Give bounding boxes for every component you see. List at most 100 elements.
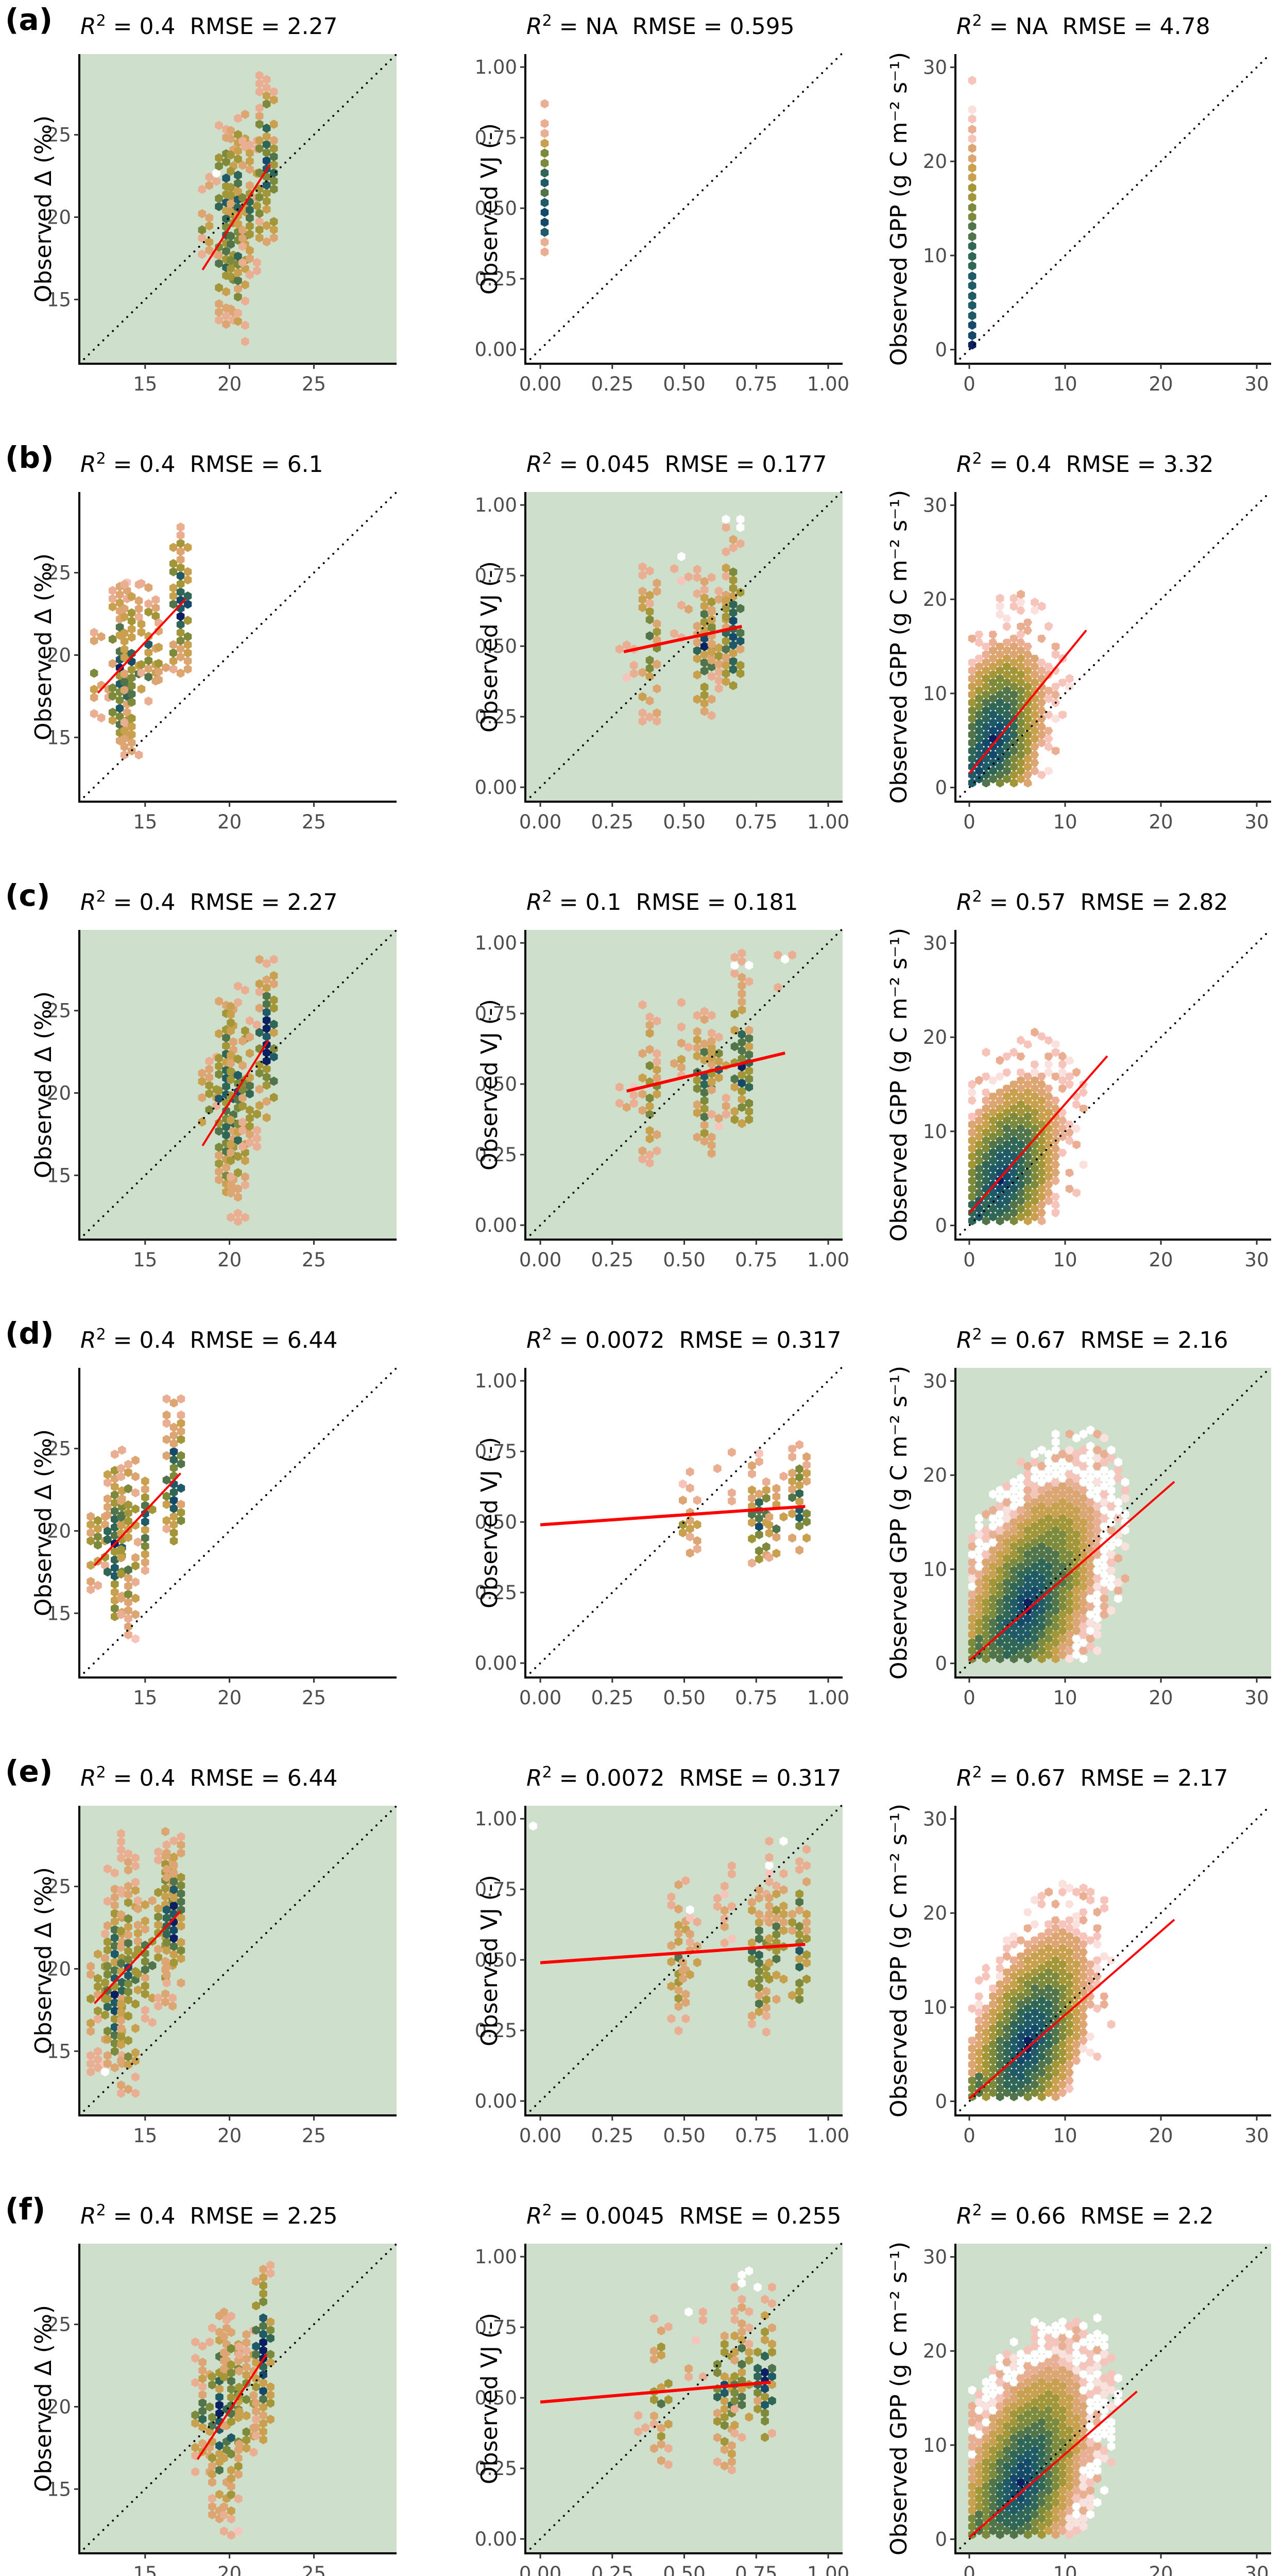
- x-tick-label: 0.25: [591, 2563, 634, 2576]
- hex-cell: [1009, 2465, 1018, 2475]
- hex-cell: [151, 603, 160, 613]
- hex-cell: [748, 2019, 756, 2029]
- hex-cell: [989, 1059, 997, 1069]
- hex-cell: [1031, 2446, 1039, 2455]
- hex-cell: [1023, 2345, 1032, 2355]
- hex-cell: [1086, 2413, 1094, 2423]
- hex-cell: [227, 2433, 235, 2443]
- hex-cell: [262, 1007, 271, 1017]
- hex-cell: [802, 1468, 811, 1478]
- hex-cell: [148, 2018, 157, 2027]
- hex-cell: [989, 1984, 997, 1993]
- hex-cell: [1051, 1517, 1060, 1527]
- hex-cell: [141, 1900, 149, 1910]
- hex-cell: [989, 2478, 997, 2487]
- hex-cell: [1031, 2024, 1039, 2033]
- hex-cell: [1037, 2060, 1046, 2070]
- hex-cell: [120, 653, 129, 663]
- hex-cell: [1017, 2437, 1025, 2447]
- hex-cell: [206, 2337, 214, 2347]
- hex-cell: [989, 1505, 997, 1515]
- hex-cell: [255, 120, 264, 129]
- hex-cell: [141, 1484, 149, 1494]
- hex-cell: [707, 1044, 716, 1054]
- hex-cell: [246, 246, 254, 256]
- hex-cell: [1003, 638, 1011, 647]
- hex-cell: [989, 1642, 997, 1652]
- hex-cell: [1051, 1192, 1060, 1201]
- hex-cell: [996, 2482, 1004, 2491]
- hex-cell: [1003, 1083, 1011, 1093]
- hex-cell: [234, 146, 242, 156]
- hex-cell: [101, 1561, 109, 1570]
- hex-cell: [982, 1589, 990, 1599]
- hex-cell: [996, 698, 1004, 707]
- hex-cell: [968, 1638, 977, 1648]
- hex-cell: [262, 1024, 271, 1033]
- hex-cell: [1093, 1598, 1102, 1607]
- hex-cell: [1017, 589, 1025, 599]
- hex-cell: [975, 677, 983, 687]
- hex-cell: [161, 1892, 169, 1902]
- hex-cell: [168, 2001, 177, 2011]
- hex-cell: [262, 991, 271, 1001]
- hex-cell: [266, 2350, 275, 2359]
- hex-cell: [677, 1038, 686, 1048]
- hex-cell: [975, 1099, 983, 1109]
- x-tick-label: 0: [963, 811, 975, 833]
- hex-cell: [996, 2473, 1004, 2483]
- hex-cell: [1031, 1108, 1039, 1117]
- hex-cell: [241, 1026, 249, 1036]
- hex-cell: [1031, 2088, 1039, 2097]
- hex-cell: [252, 2374, 260, 2384]
- hex-cell: [191, 2410, 199, 2420]
- hex-cell: [1058, 1497, 1067, 1507]
- hex-cell: [1045, 1984, 1053, 1993]
- hex-cell: [738, 1086, 746, 1096]
- hex-cell: [772, 1889, 781, 1899]
- hex-cell: [220, 2372, 228, 2382]
- hex-cell: [120, 669, 129, 679]
- hex-cell: [1009, 1517, 1018, 1527]
- hex-cell: [1045, 621, 1053, 631]
- hex-cell: [802, 1926, 811, 1935]
- hex-cell: [177, 1459, 185, 1469]
- hex-cell: [241, 1172, 249, 1182]
- hex-cell: [1093, 1501, 1102, 1511]
- y-tick-label: 10: [923, 245, 947, 267]
- hex-cell: [1058, 1458, 1067, 1467]
- hex-cell: [1051, 714, 1060, 723]
- hex-cell: [996, 2361, 1004, 2371]
- hex-cell: [748, 1461, 756, 1470]
- hex-cell: [989, 677, 997, 687]
- hex-cell: [124, 1914, 132, 1924]
- hex-cell: [215, 996, 223, 1006]
- hex-cell: [996, 2011, 1004, 2021]
- hex-cell: [968, 261, 977, 270]
- hex-cell: [629, 1090, 638, 1100]
- hex-cell: [1100, 1458, 1108, 1467]
- hex-cell: [795, 1857, 803, 1867]
- hex-cell: [1072, 2325, 1081, 2335]
- hex-cell: [738, 2270, 746, 2280]
- hex-cell: [176, 530, 185, 540]
- hex-cell: [1093, 2498, 1102, 2507]
- hex-cell: [1065, 1072, 1074, 1081]
- x-tick-label: 0.00: [519, 1249, 561, 1271]
- hex-cell: [1107, 2369, 1116, 2379]
- hex-cell: [1058, 2365, 1067, 2375]
- hex-cell: [982, 2482, 990, 2491]
- hex-cell: [169, 1934, 178, 1943]
- hex-cell: [968, 722, 977, 732]
- hex-cell: [1023, 1168, 1032, 1177]
- hex-cell: [996, 1216, 1004, 1226]
- hex-cell: [111, 1490, 119, 1500]
- hex-cell: [677, 1022, 686, 1032]
- hex-cell: [1009, 2505, 1018, 2515]
- hex-cell: [700, 1007, 709, 1016]
- hex-cell: [242, 2346, 251, 2355]
- hex-cell: [1009, 1939, 1018, 1949]
- hex-cell: [1065, 1453, 1074, 1463]
- hex-cell: [198, 1117, 207, 1127]
- hex-cell: [1051, 1056, 1060, 1065]
